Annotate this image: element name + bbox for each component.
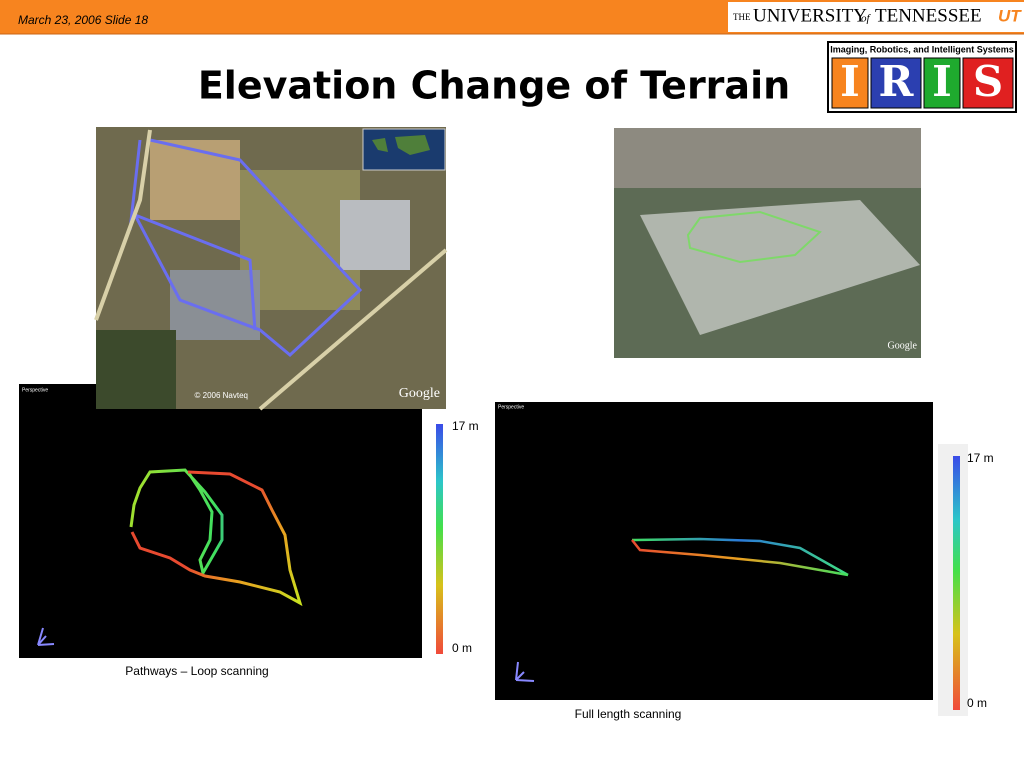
gps-track <box>128 138 363 357</box>
trees <box>96 330 176 409</box>
scan-path <box>631 539 849 577</box>
scale-label: 0 m <box>967 696 987 710</box>
scan-view <box>495 402 933 700</box>
scale-label: 0 m <box>452 641 472 655</box>
scan-path <box>631 537 849 577</box>
axis-glyph <box>515 661 535 682</box>
logo-letter: S <box>973 57 1003 106</box>
scale-label: 17 m <box>452 419 479 433</box>
image-credit: Google <box>399 386 440 401</box>
university-name: THE <box>733 12 751 22</box>
slide-date: March 23, 2006 Slide 18 <box>18 13 148 27</box>
caption: Full length scanning <box>575 707 682 721</box>
logo-letter: I <box>932 57 952 106</box>
logo-tile <box>923 57 961 109</box>
scan-path <box>129 468 224 578</box>
caption: Pathways – Loop scanning <box>125 664 268 678</box>
overlay-plane <box>640 200 920 335</box>
scan-path <box>130 470 303 607</box>
building <box>340 200 410 270</box>
continents <box>372 135 430 155</box>
university-name: UNIVERSITY <box>753 5 867 26</box>
logo-letter: I <box>840 57 860 106</box>
horizon <box>614 128 921 188</box>
university-name: of <box>861 13 872 25</box>
logo-letter: R <box>879 57 915 106</box>
slide-title: Elevation Change of Terrain <box>198 64 790 108</box>
logo-tile <box>962 57 1014 109</box>
university-name: TENNESSEE <box>875 5 982 26</box>
axis-glyph <box>37 627 55 646</box>
color-scale <box>436 424 443 654</box>
logo-tile <box>870 57 922 109</box>
building <box>170 270 260 340</box>
view-label: Perspective <box>498 404 524 410</box>
logo-tile <box>831 57 869 109</box>
university-mark: UT <box>998 6 1022 25</box>
image-credit: Google <box>888 340 918 351</box>
overlay-track <box>686 210 822 264</box>
image-credit: © 2006 Navteq <box>195 391 248 400</box>
university-banner <box>728 2 1024 32</box>
logo-caption: Imaging, Robotics, and Intelligent Syste… <box>830 44 1014 54</box>
scale-label: 17 m <box>967 451 994 465</box>
field <box>150 140 240 220</box>
road <box>94 129 448 411</box>
color-scale <box>953 456 960 710</box>
view-label: Perspective <box>22 387 48 393</box>
